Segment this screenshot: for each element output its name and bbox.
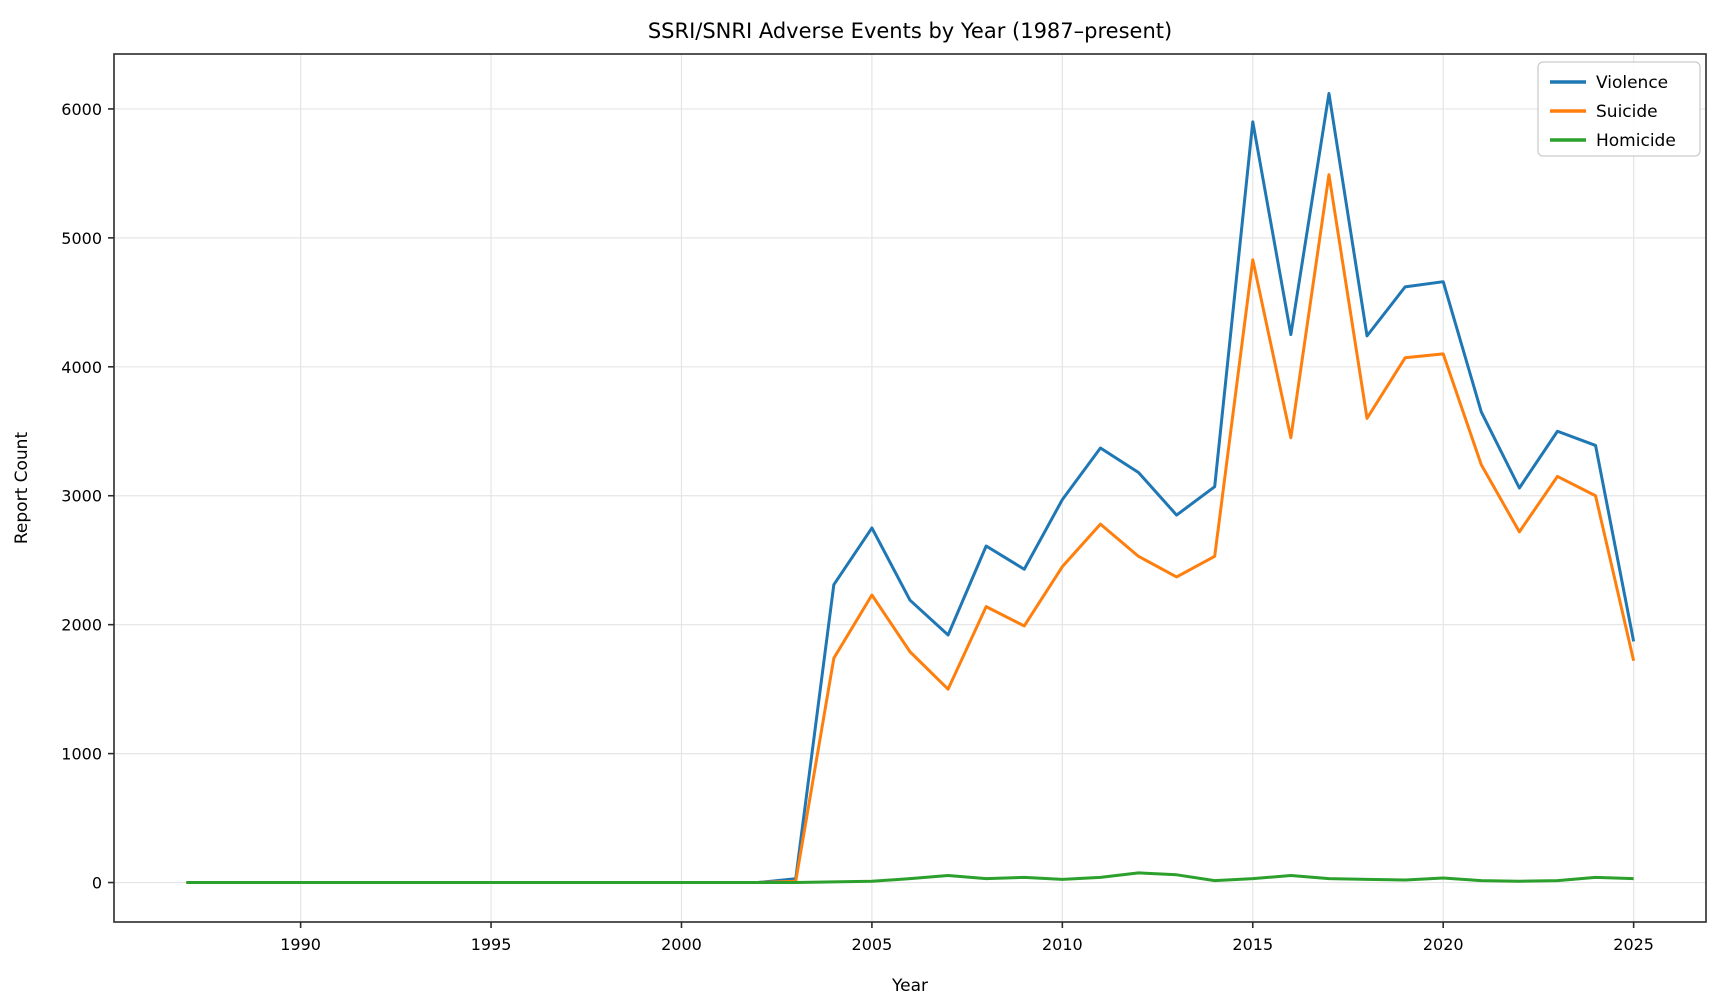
series-line-violence	[186, 91, 1636, 885]
legend-item-violence: Violence	[1550, 73, 1668, 93]
y-tick-label: 5000	[61, 229, 102, 248]
y-tick-label: 4000	[61, 358, 102, 377]
series-line-suicide	[186, 173, 1636, 885]
y-axis-label: Report Count	[12, 432, 32, 545]
x-tick-label: 2005	[852, 935, 893, 954]
x-tick-label: 2000	[661, 935, 702, 954]
chart-title: SSRI/SNRI Adverse Events by Year (1987–p…	[648, 19, 1172, 43]
tick-layer: 1990 1995 2000 2005 2010 2015 2020 2025 0 1000 200…	[61, 100, 1654, 954]
legend-item-homicide: Homicide	[1550, 131, 1676, 151]
legend-label-homicide: Homicide	[1596, 131, 1676, 151]
x-tick-label: 2020	[1423, 935, 1464, 954]
series-layer	[186, 91, 1636, 885]
x-tick-label: 1995	[471, 935, 512, 954]
y-tick-label: 0	[92, 874, 102, 893]
axes-box	[113, 53, 1707, 923]
y-tick-label: 6000	[61, 100, 102, 119]
grid-layer	[114, 54, 1706, 922]
axes-layer	[113, 53, 1707, 923]
legend-item-suicide: Suicide	[1550, 102, 1658, 122]
y-tick-label: 2000	[61, 616, 102, 635]
legend-label-violence: Violence	[1596, 73, 1668, 93]
legend-box	[1537, 61, 1701, 157]
x-tick-label: 2010	[1042, 935, 1083, 954]
series-line-homicide	[186, 871, 1634, 885]
x-axis-label: Year	[891, 976, 928, 996]
y-tick-label: 3000	[61, 487, 102, 506]
x-tick-label: 1990	[280, 935, 321, 954]
x-tick-label: 2015	[1232, 935, 1273, 954]
y-tick-label: 1000	[61, 745, 102, 764]
legend-label-suicide: Suicide	[1596, 102, 1658, 122]
legend: Violence Suicide Homicide	[1537, 61, 1701, 157]
x-tick-label: 2025	[1613, 935, 1654, 954]
